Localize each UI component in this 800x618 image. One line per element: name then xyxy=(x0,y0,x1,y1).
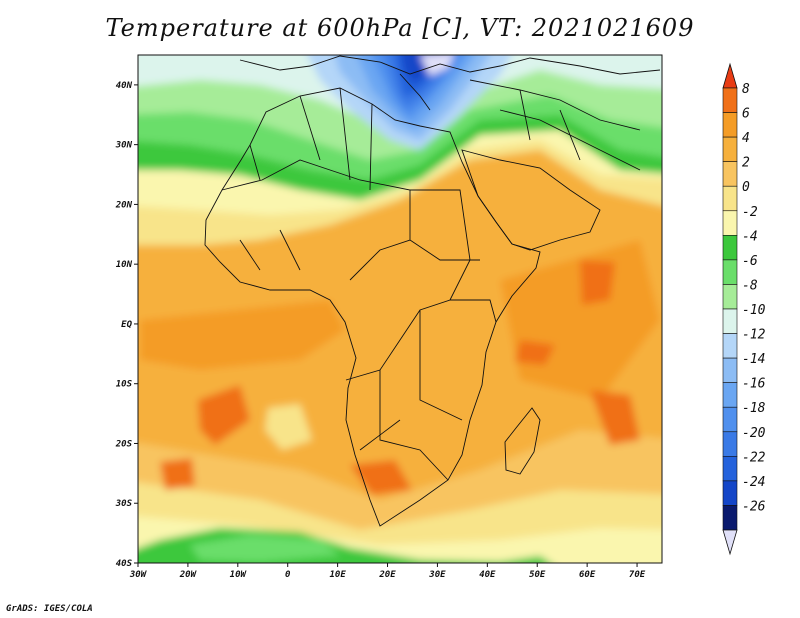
lon-tick-label: 30E xyxy=(428,570,446,580)
field-cool-0-patch xyxy=(265,404,312,450)
temperature-field xyxy=(138,55,662,563)
field-band-s-m6 xyxy=(190,535,340,562)
colorbar-label: 2 xyxy=(742,156,750,171)
colorbar-label: -26 xyxy=(742,499,766,514)
arabia-coastline xyxy=(461,149,601,251)
colorbar-label: 0 xyxy=(742,180,750,195)
lon-tick-label: 10W xyxy=(230,570,248,580)
inner-borders xyxy=(221,87,497,481)
lon-tick-label: 60E xyxy=(579,570,596,580)
colorbar-swatch xyxy=(722,406,738,433)
colorbar-label: -16 xyxy=(742,377,766,392)
map-title: Temperature at 600hPa [C], VT: 202102160… xyxy=(105,14,695,42)
lon-tick-label: 10E xyxy=(329,570,346,580)
colorbar-swatch xyxy=(722,357,738,383)
colorbar-swatch xyxy=(722,456,738,482)
colorbar-label: -2 xyxy=(742,205,758,220)
grads-credit: GrADS: IGES/COLA xyxy=(6,604,93,614)
colorbar-swatch xyxy=(722,382,738,408)
map-frame xyxy=(137,54,663,564)
longitude-ticks: 30W 20W 10W 0 10E 20E 30E 40E 50E 60E 70E xyxy=(129,563,646,580)
latitude-ticks: 40N 30N 20N 10N EQ 10S 20S 30S 40S xyxy=(115,81,138,569)
lat-tick-label: 10N xyxy=(116,260,133,270)
colorbar-swatch xyxy=(722,235,738,261)
country-borders xyxy=(204,55,661,527)
lat-tick-label: 20S xyxy=(115,439,133,449)
colorbar-label: -4 xyxy=(742,229,758,244)
lat-tick-label: 20N xyxy=(115,200,133,210)
lon-tick-label: 40E xyxy=(479,570,496,580)
colorbar-swatch xyxy=(722,284,738,310)
lon-tick-label: 0 xyxy=(285,570,291,580)
lon-tick-label: 20W xyxy=(179,570,198,580)
colorbar-swatch xyxy=(722,210,738,236)
colorbar-label: 6 xyxy=(742,107,750,122)
colorbar-label: -24 xyxy=(742,475,765,490)
colorbar-swatch xyxy=(722,87,738,113)
colorbar-label: -20 xyxy=(742,426,766,441)
colorbar-swatch xyxy=(722,136,738,162)
africa-coastline xyxy=(204,87,541,527)
lat-tick-label: 40S xyxy=(116,559,133,569)
lon-tick-label: 70E xyxy=(629,570,646,580)
colorbar-label: 4 xyxy=(742,131,750,146)
lon-tick-label: 50E xyxy=(529,570,546,580)
colorbar-label: -22 xyxy=(742,450,766,465)
lat-tick-label: 30N xyxy=(115,141,133,151)
colorbar-label: -12 xyxy=(742,328,766,343)
colorbar-swatch xyxy=(722,431,738,457)
middle-east-borders xyxy=(469,79,641,171)
lat-tick-label: EQ xyxy=(121,320,132,330)
colorbar-label: 8 xyxy=(742,82,750,97)
colorbar-swatch xyxy=(722,259,738,285)
lat-tick-label: 10S xyxy=(116,380,133,390)
lat-tick-label: 30S xyxy=(115,499,133,509)
lon-tick-label: 20E xyxy=(378,570,396,580)
colorbar-label: -6 xyxy=(742,254,758,269)
colorbar: 8 6 4 2 0 -2 -4 -6 -8 -10 -12 -14 -16 -18 -20 -22 -24 -26 xyxy=(722,62,766,556)
europe-coastline xyxy=(239,55,661,111)
field-warm-8-e xyxy=(580,260,615,305)
colorbar-swatch xyxy=(722,161,738,187)
field-warm-8-f xyxy=(515,340,555,365)
colorbar-arrow-bottom xyxy=(722,529,738,556)
colorbar-swatch xyxy=(722,112,738,138)
colorbar-label: -14 xyxy=(742,352,765,367)
field-warm-8-d xyxy=(160,458,195,490)
colorbar-label: -10 xyxy=(742,303,766,318)
colorbar-label: -18 xyxy=(742,401,766,416)
colorbar-swatch xyxy=(722,480,738,506)
lat-tick-label: 40N xyxy=(116,81,133,91)
field-warm-8-c xyxy=(350,460,412,495)
colorbar-swatch xyxy=(722,333,738,359)
field-warm-6-west xyxy=(140,300,345,370)
madagascar-coastline xyxy=(504,407,541,475)
colorbar-label: -8 xyxy=(742,278,758,293)
colorbar-swatch xyxy=(722,505,738,531)
field-warm-8-a xyxy=(198,385,250,445)
field-warm-8-b xyxy=(590,390,640,445)
colorbar-swatch xyxy=(722,185,738,212)
colorbar-arrow-top xyxy=(722,62,738,89)
colorbar-swatch xyxy=(722,308,738,334)
lon-tick-label: 30W xyxy=(129,570,148,580)
